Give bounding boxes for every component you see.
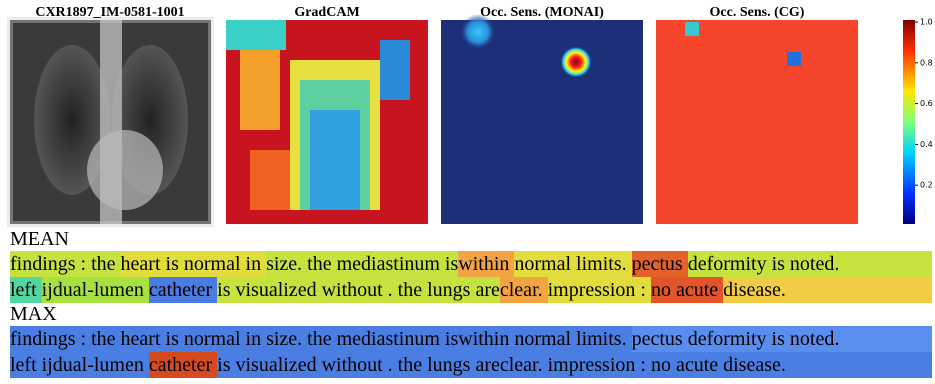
section-label: MAX (10, 303, 932, 326)
panel-title: CXR1897_IM-0581-1001 (35, 5, 184, 20)
occlusion-monai (441, 14, 643, 224)
token: size. the mediastinum is (266, 251, 458, 277)
panel-title: Occ. Sens. (CG) (710, 5, 805, 20)
token: no acute (651, 277, 723, 303)
colorbar (903, 20, 915, 224)
token: findings : the heart is normal in size. … (10, 326, 632, 352)
token-line: findings : the heart is normal in size. … (10, 326, 932, 352)
token-line: left ijdual-lumen catheter is visualized… (10, 352, 932, 378)
section-label: MEAN (10, 228, 932, 251)
token: findings : the (10, 251, 121, 277)
token: heart is normal in (121, 251, 267, 277)
token: deformity is noted. (688, 251, 932, 277)
token: left ijdual-lumen (10, 352, 149, 378)
token: normal limits. (514, 251, 631, 277)
token: ijdual-lumen (42, 277, 149, 303)
page: CXR1897_IM-0581-1001 GradCAM Occ. Sens. (M… (0, 0, 935, 384)
token-line: left ijdual-lumen catheter is visualized… (10, 277, 932, 303)
token: within (458, 251, 514, 277)
occlusion-cg (656, 20, 858, 224)
colorbar-tick-label: 0.4 (920, 140, 933, 149)
token: left (10, 277, 42, 303)
token: is visualized without . the lungs arecle… (217, 352, 932, 378)
colorbar-tick-label: 1.0 (920, 18, 933, 27)
colorbar-tick-label: 0.6 (920, 99, 933, 108)
token: is visualized without . the lungs are (217, 277, 500, 303)
xray (10, 20, 211, 224)
figure: CXR1897_IM-0581-1001 GradCAM Occ. Sens. (M… (0, 0, 935, 228)
token: catheter (149, 352, 217, 378)
gradcam (226, 20, 428, 224)
colorbar-tick-label: 0.2 (920, 181, 933, 190)
token: catheter (149, 277, 217, 303)
panel-title: GradCAM (294, 5, 359, 20)
colorbar-tick-label: 0.8 (920, 58, 933, 67)
token-line: findings : the heart is normal in size. … (10, 251, 932, 277)
panel-title: Occ. Sens. (MONAI) (480, 5, 604, 20)
token: clear. (500, 277, 548, 303)
token: pectus (632, 251, 688, 277)
token: disease. (723, 277, 932, 303)
token: pectus deformity is noted. (632, 326, 932, 352)
token: impression : (548, 277, 651, 303)
